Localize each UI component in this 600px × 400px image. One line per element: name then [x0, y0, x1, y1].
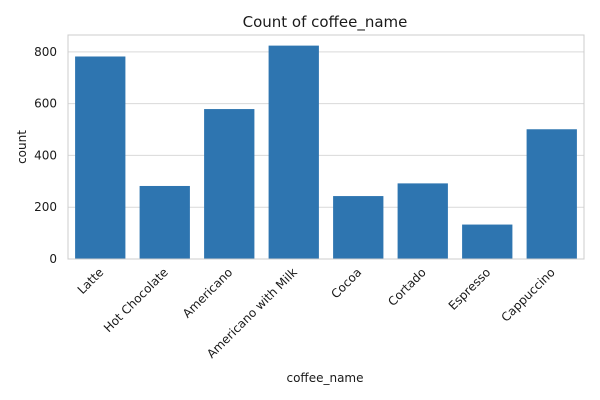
x-tick-label: Espresso — [446, 265, 494, 313]
y-tick-label: 0 — [49, 252, 57, 266]
plot-area-border — [67, 34, 585, 260]
bar-espresso — [462, 224, 513, 259]
y-axis-label: count — [15, 130, 29, 164]
x-axis-label: coffee_name — [286, 371, 363, 385]
chart-title: Count of coffee_name — [243, 13, 408, 32]
bar-cappuccino — [526, 129, 577, 259]
x-tick-label: Cappuccino — [498, 265, 557, 324]
x-tick-label: Cortado — [385, 265, 429, 309]
bar-americano-with-milk — [268, 45, 319, 259]
bar-americano — [204, 109, 255, 259]
bar-hot-chocolate — [139, 185, 190, 259]
y-tick-label: 600 — [34, 97, 57, 111]
y-tick-label: 200 — [34, 200, 57, 214]
y-tick-label: 400 — [34, 148, 57, 162]
x-tick-label: Cocoa — [328, 265, 364, 301]
x-tick-label: Americano — [180, 265, 235, 320]
bars — [75, 45, 577, 260]
bar-cortado — [397, 183, 448, 259]
y-axis-ticks: 0 200 400 600 800 — [34, 45, 57, 266]
x-tick-label: Hot Chocolate — [101, 265, 171, 335]
bar-cocoa — [333, 196, 384, 259]
bar-latte — [75, 56, 126, 260]
x-tick-label: Latte — [75, 265, 107, 297]
y-tick-label: 800 — [34, 45, 57, 59]
